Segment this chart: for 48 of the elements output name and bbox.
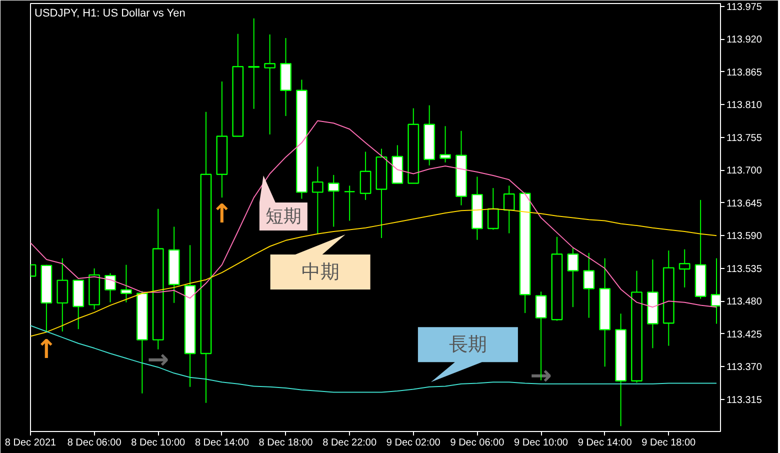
x-tick-label: 9 Dec 10:00	[514, 438, 568, 448]
y-tick-label: 113.810	[726, 100, 762, 112]
x-tick-label: 8 Dec 10:00	[131, 438, 186, 448]
y-tick-label: 113.700	[726, 166, 762, 177]
x-tick-label: 8 Dec 06:00	[67, 438, 122, 448]
x-tick-label: 9 Dec 14:00	[578, 438, 632, 448]
y-tick-label: 113.370	[726, 362, 762, 374]
y-tick-label: 113.975	[726, 2, 762, 13]
y-tick-label: 113.425	[726, 329, 762, 340]
x-tick-label: 8 Dec 14:00	[194, 438, 250, 448]
candlestick	[440, 126, 452, 163]
annotation: ↑	[211, 200, 233, 230]
candlestick	[56, 258, 68, 332]
y-tick-label: 113.920	[726, 34, 762, 46]
candlestick	[344, 185, 356, 222]
candlestick	[487, 188, 499, 230]
x-tick-label: 8 Dec 18:00	[258, 438, 314, 448]
y-tick-label: 113.535	[726, 264, 762, 275]
annotation: →	[530, 360, 552, 391]
x-tick-label: 9 Dec 02:00	[386, 438, 441, 448]
candlestick	[264, 34, 276, 135]
chart-title: USDJPY, H1: US Dollar vs Yen	[34, 8, 186, 20]
y-tick-label: 113.645	[726, 198, 762, 210]
line-series	[30, 325, 718, 393]
candlestick	[567, 248, 579, 308]
candlestick	[248, 18, 260, 110]
y-tick-label: 113.755	[726, 132, 762, 144]
y-tick-label: 113.865	[726, 67, 762, 78]
candlestick	[360, 151, 372, 200]
x-tick-label: 8 Dec 2021	[4, 438, 57, 448]
x-tick-label: 8 Dec 22:00	[322, 438, 377, 448]
candlestick	[312, 166, 324, 234]
annotation: ↑	[36, 335, 58, 366]
candlestick	[104, 272, 116, 303]
x-tick-label: 9 Dec 18:00	[642, 438, 696, 448]
y-tick-label: 113.315	[726, 394, 762, 406]
candlestick	[120, 264, 132, 303]
candlestick	[328, 174, 340, 228]
candlestick	[503, 185, 515, 234]
candlestick	[678, 248, 690, 288]
x-tick-label: 9 Dec 06:00	[450, 438, 505, 448]
candlestick	[583, 252, 595, 318]
annotation: 中期	[301, 260, 340, 283]
y-tick-label: 113.590	[726, 231, 762, 242]
annotation: 長期	[448, 334, 487, 356]
annotation: 短期	[265, 206, 302, 228]
y-tick-label: 113.480	[726, 296, 762, 308]
annotation: →	[147, 345, 170, 376]
